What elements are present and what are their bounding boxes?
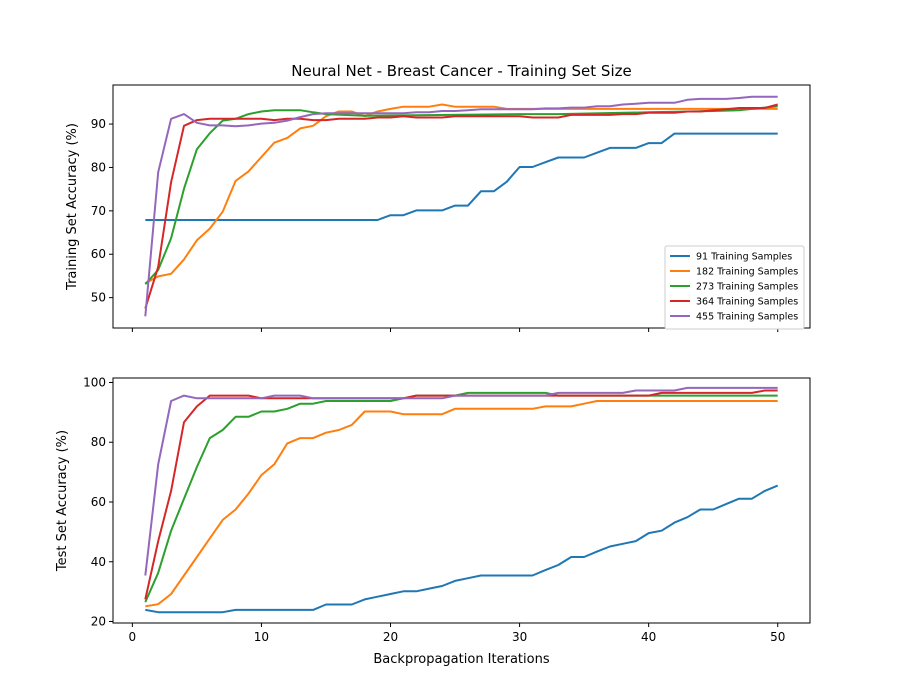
x-tick-label: 40 bbox=[641, 630, 656, 644]
legend-entry: 455 Training Samples bbox=[696, 312, 798, 323]
y-tick-label: 100 bbox=[83, 375, 106, 389]
chart-title: Neural Net - Breast Cancer - Training Se… bbox=[291, 62, 631, 80]
training-accuracy-series bbox=[144, 95, 778, 317]
series-line-4-train bbox=[144, 103, 778, 309]
y-tick-label: 60 bbox=[91, 495, 106, 509]
y-tick-label: 80 bbox=[91, 160, 106, 174]
legend-box bbox=[664, 245, 805, 330]
y-tick-label: 80 bbox=[91, 435, 106, 449]
series-line-1-test bbox=[145, 484, 779, 614]
x-axis-label: Backpropagation Iterations bbox=[373, 652, 549, 667]
test-accuracy-ticks: 0 10 20 30 40 50 20 40 60 80 100 bbox=[83, 375, 785, 644]
y-tick-label: 50 bbox=[91, 291, 106, 305]
x-tick-label: 50 bbox=[770, 630, 785, 644]
y-tick-label: 20 bbox=[91, 615, 106, 629]
x-tick-label: 30 bbox=[512, 630, 527, 644]
legend-entry: 273 Training Samples bbox=[696, 282, 798, 293]
y-tick-label: 60 bbox=[91, 247, 106, 261]
series-line-2-test bbox=[145, 400, 778, 608]
training-accuracy-ticks: 50 60 70 80 90 bbox=[91, 117, 779, 332]
x-tick-label: 20 bbox=[383, 630, 398, 644]
y-tick-label: 90 bbox=[91, 117, 106, 131]
test-y-axis-label: Test Set Accuracy (%) bbox=[55, 430, 70, 572]
legend-entry: 182 Training Samples bbox=[696, 267, 798, 278]
test-accuracy-frame bbox=[112, 377, 811, 624]
series-line-1-train bbox=[145, 132, 778, 221]
training-accuracy-axes: Neural Net - Breast Cancer - Training Se… bbox=[65, 62, 811, 332]
series-line-3-train bbox=[144, 105, 778, 285]
series-line-3-test bbox=[144, 391, 778, 603]
legend: 91 Training Samples 182 Training Samples 2… bbox=[664, 245, 805, 330]
series-line-5-test bbox=[144, 386, 778, 576]
training-accuracy-frame bbox=[112, 84, 811, 329]
legend-entry: 91 Training Samples bbox=[696, 252, 792, 263]
x-tick-label: 10 bbox=[254, 630, 269, 644]
training-y-axis-label: Training Set Accuracy (%) bbox=[65, 123, 80, 291]
y-tick-label: 70 bbox=[91, 204, 106, 218]
test-accuracy-axes: 0 10 20 30 40 50 20 40 60 80 100 Test Set Accuracy… bbox=[55, 375, 811, 667]
x-tick-label: 0 bbox=[129, 630, 137, 644]
test-accuracy-series bbox=[144, 386, 779, 614]
legend-entry: 364 Training Samples bbox=[696, 297, 798, 308]
series-line-5-train bbox=[144, 95, 778, 317]
y-tick-label: 40 bbox=[91, 555, 106, 569]
